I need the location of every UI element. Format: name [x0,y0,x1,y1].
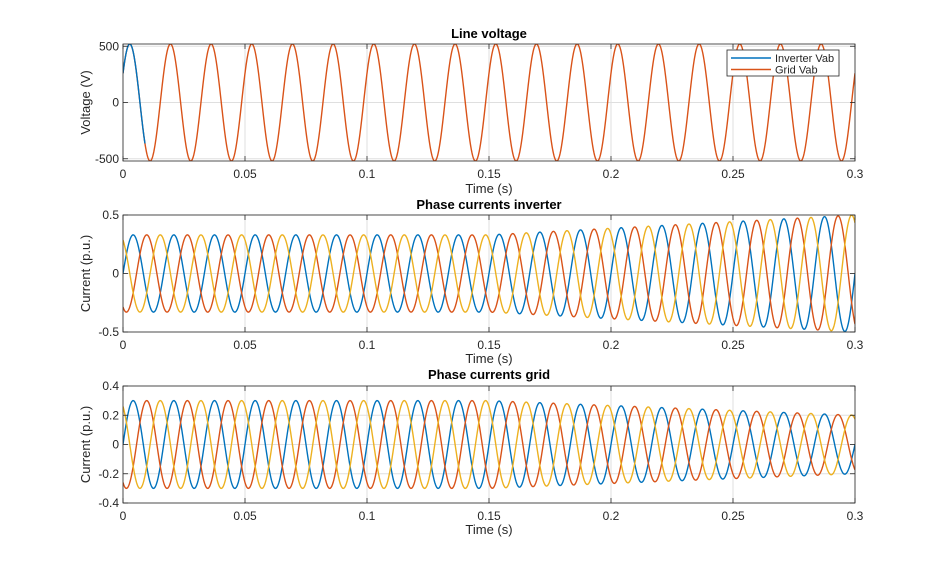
x-tick-label: 0.25 [721,167,745,181]
series-line-1 [123,44,146,144]
legend-label: Inverter Vab [775,53,834,65]
x-tick-label: 0.15 [477,167,501,181]
chart-title: Line voltage [451,26,527,41]
x-axis-label: Time (s) [465,181,512,196]
series-line-3 [123,215,855,332]
y-tick-label: 0 [112,96,119,110]
x-tick-label: 0.2 [603,167,620,181]
subplot-3: 0 0.05 0.1 0.15 0.2 0.25 0.3 0.4 0.2 0 -0.2 -0.4 Pha… [78,367,864,537]
x-tick-label: 0 [120,167,127,181]
x-tick-label: 0.05 [233,338,257,352]
chart-title: Phase currents grid [428,367,550,382]
x-tick-label: 0 [120,338,127,352]
x-tick-label: 0.15 [477,509,501,523]
y-tick-label: -500 [95,152,119,166]
series-line-1 [123,399,855,490]
y-axis-label: Voltage (V) [78,70,93,134]
legend-box [726,49,840,77]
x-tick-label: 0.15 [477,338,501,352]
y-tick-label: 0 [112,438,119,452]
y-tick-label: 0.2 [102,408,119,422]
x-tick-label: 0.1 [359,509,376,523]
y-tick-label: 0 [112,267,119,281]
series-line-1 [123,215,855,332]
x-tick-label: 0.2 [603,338,620,352]
x-tick-label: 0.1 [359,167,376,181]
series-line-3 [123,399,855,490]
chart-title: Phase currents inverter [416,197,561,212]
x-axis-label: Time (s) [465,522,512,537]
x-tick-label: 0.05 [233,167,257,181]
x-tick-label: 0.3 [847,509,864,523]
series-line-2 [123,215,855,331]
x-tick-label: 0 [120,509,127,523]
y-tick-label: -0.4 [98,496,119,510]
y-axis-label: Current (p.u.) [78,406,93,483]
y-tick-label: -0.5 [98,325,119,339]
y-tick-label: 500 [99,39,119,53]
x-tick-label: 0.25 [721,338,745,352]
x-tick-label: 0.25 [721,509,745,523]
legend-label: Grid Vab [775,65,818,77]
y-tick-label: 0.4 [102,379,119,393]
x-tick-label: 0.3 [847,167,864,181]
x-axis-label: Time (s) [465,351,512,366]
x-tick-label: 0.05 [233,509,257,523]
x-tick-label: 0.3 [847,338,864,352]
x-tick-label: 0.1 [359,338,376,352]
series-line-2 [123,399,855,490]
y-axis-label: Current (p.u.) [78,235,93,312]
y-tick-label: -0.2 [98,467,119,481]
y-tick-label: 0.5 [102,208,119,222]
x-tick-label: 0.2 [603,509,620,523]
